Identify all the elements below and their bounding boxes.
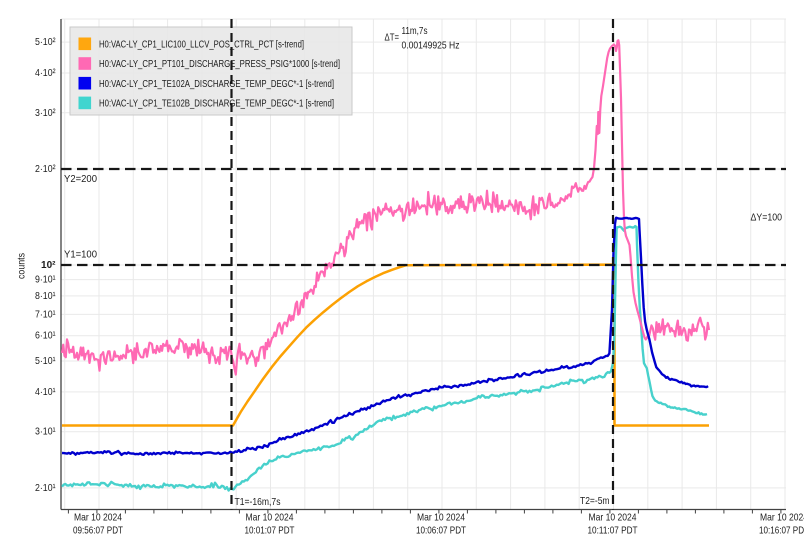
svg-text:Mar 10 2024: Mar 10 2024 xyxy=(417,512,465,524)
svg-text:4·10²: 4·10² xyxy=(35,67,56,79)
svg-text:Mar 10 2024: Mar 10 2024 xyxy=(760,512,804,524)
svg-text:7·10¹: 7·10¹ xyxy=(35,308,56,320)
svg-text:8·10¹: 8·10¹ xyxy=(35,290,56,302)
svg-text:counts: counts xyxy=(16,253,28,279)
svg-text:ΔY=100: ΔY=100 xyxy=(751,212,783,224)
svg-text:Mar 10 2024: Mar 10 2024 xyxy=(74,512,122,524)
svg-text:Y1=100: Y1=100 xyxy=(64,249,97,261)
svg-text:H0:VAC-LY_CP1_TE102B_DISCHARGE: H0:VAC-LY_CP1_TE102B_DISCHARGE_TEMP_DEGC… xyxy=(99,98,334,110)
svg-text:4·10¹: 4·10¹ xyxy=(35,386,56,398)
svg-text:3·10¹: 3·10¹ xyxy=(35,426,56,438)
svg-text:5·10²: 5·10² xyxy=(35,36,56,48)
svg-text:T1=-16m,7s: T1=-16m,7s xyxy=(235,496,281,508)
svg-text:Mar 10 2024: Mar 10 2024 xyxy=(589,512,637,524)
svg-text:09:56:07 PDT: 09:56:07 PDT xyxy=(73,525,123,537)
svg-text:11m,7s: 11m,7s xyxy=(402,25,428,37)
svg-text:H0:VAC-LY_CP1_LIC100_LLCV_POS_: H0:VAC-LY_CP1_LIC100_LLCV_POS_CTRL_PCT [… xyxy=(99,38,304,50)
svg-text:10:16:07 PDT: 10:16:07 PDT xyxy=(759,525,804,537)
svg-text:10:11:07 PDT: 10:11:07 PDT xyxy=(588,525,638,537)
svg-text:2·10²: 2·10² xyxy=(35,163,56,175)
svg-text:Y2=200: Y2=200 xyxy=(64,173,97,185)
svg-text:3·10²: 3·10² xyxy=(35,107,56,119)
svg-text:H0:VAC-LY_CP1_PT101_DISCHARGE_: H0:VAC-LY_CP1_PT101_DISCHARGE_PRESS_PSIG… xyxy=(99,58,340,70)
svg-text:5·10¹: 5·10¹ xyxy=(35,355,56,367)
svg-text:ΔT=: ΔT= xyxy=(385,32,400,44)
svg-text:0.00149925 Hz: 0.00149925 Hz xyxy=(402,39,460,51)
svg-text:H0:VAC-LY_CP1_TE102A_DISCHARGE: H0:VAC-LY_CP1_TE102A_DISCHARGE_TEMP_DEGC… xyxy=(99,78,334,90)
svg-text:9·10¹: 9·10¹ xyxy=(35,274,56,286)
svg-text:10²: 10² xyxy=(41,259,56,271)
svg-text:Mar 10 2024: Mar 10 2024 xyxy=(246,512,294,524)
svg-text:10:01:07 PDT: 10:01:07 PDT xyxy=(245,525,295,537)
svg-text:6·10¹: 6·10¹ xyxy=(35,330,56,342)
svg-text:T2=-5m: T2=-5m xyxy=(580,495,610,507)
svg-text:2·10¹: 2·10¹ xyxy=(35,482,56,494)
svg-text:10:06:07 PDT: 10:06:07 PDT xyxy=(416,525,466,537)
